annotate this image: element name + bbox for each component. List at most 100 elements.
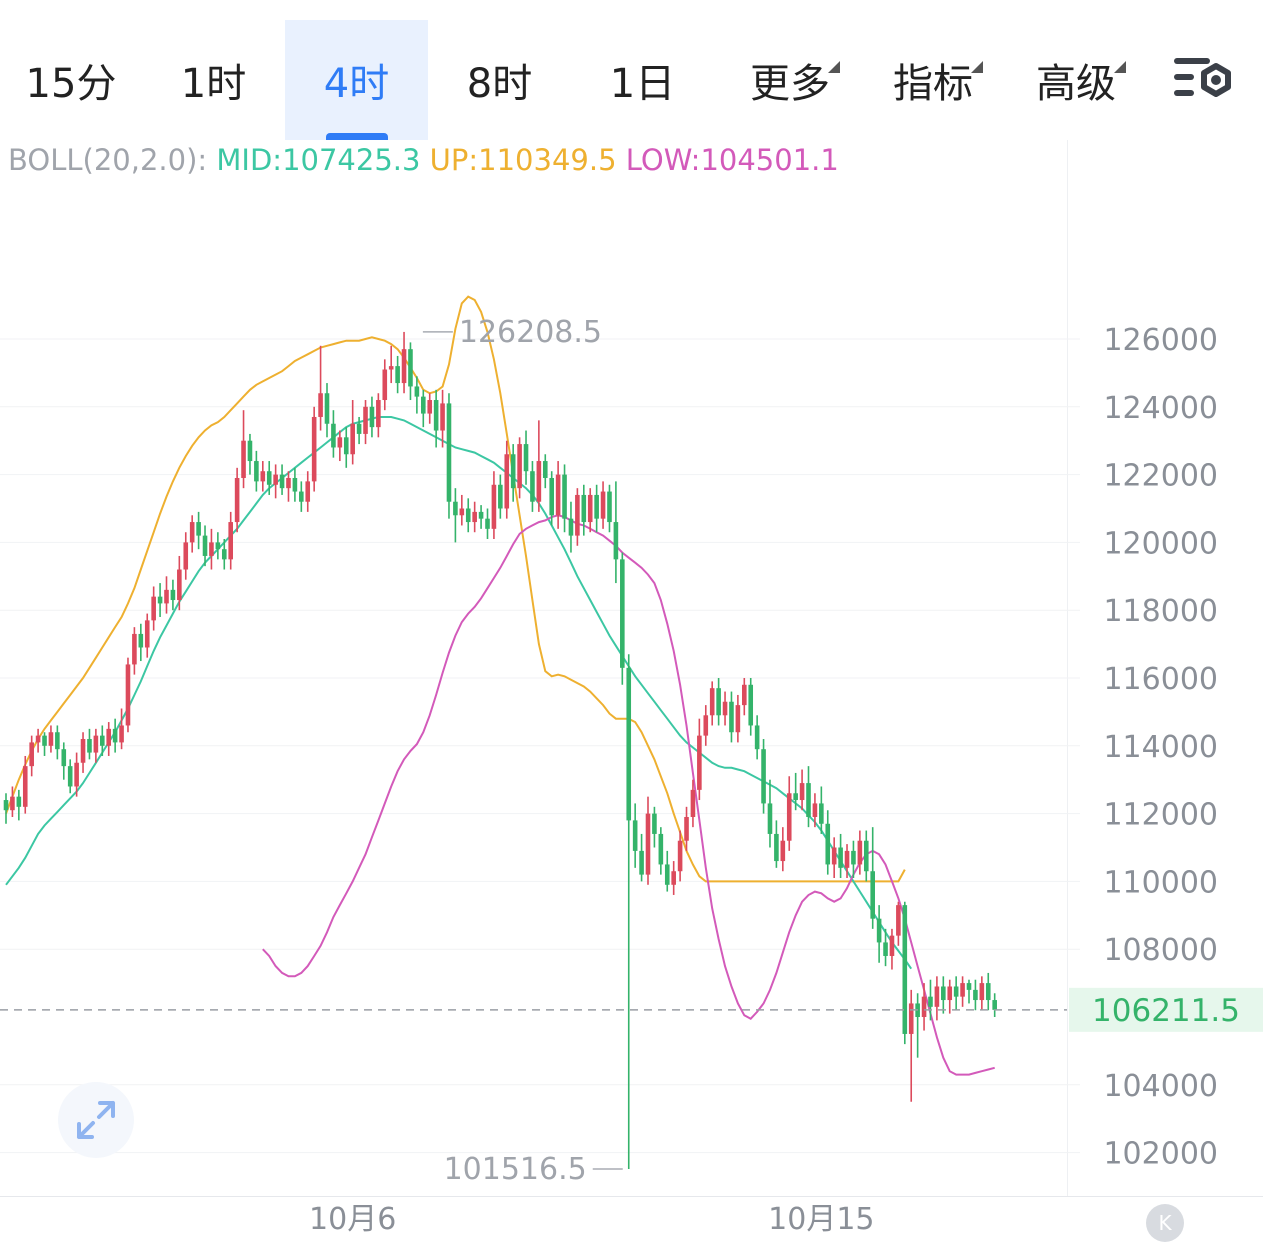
candle-body-147 [947, 986, 953, 1001]
candle-body-60 [388, 366, 394, 370]
candle-body-116 [748, 684, 754, 726]
boll-upper-band-line [5, 295, 906, 883]
candle-body-45 [292, 477, 298, 492]
candle-body-86 [555, 474, 561, 516]
candle-body-19 [125, 664, 131, 726]
candle-body-152 [979, 983, 985, 1001]
tab-label: 4时 [323, 61, 390, 107]
candle-body-134 [863, 840, 869, 872]
candle-body-33 [215, 542, 221, 550]
tab-label: 指标 [893, 61, 973, 107]
candle-body-3 [22, 766, 28, 807]
candle-body-15 [100, 735, 105, 746]
candle-body-128 [825, 823, 831, 865]
boll-up-value: UP:110349.5 [429, 143, 617, 177]
candle-body-57 [369, 406, 375, 428]
candle-body-23 [151, 596, 156, 621]
candle-body-24 [157, 596, 163, 604]
dropdown-caret-icon [971, 61, 983, 73]
candle-body-46 [299, 491, 304, 502]
candle-body-68 [440, 403, 445, 431]
candle-body-81 [523, 444, 529, 472]
candle-body-41 [266, 471, 272, 485]
candle-body-109 [703, 715, 709, 736]
candle-body-124 [799, 783, 805, 801]
timeframe-tab-bar: 15分 1时 4时 8时 1日 更多 指标 高级 [0, 0, 1263, 140]
candlestick-chart[interactable]: 126000 124000 122000 120000 118000 116000 1140… [0, 140, 1263, 1241]
kline-button-label: K [1158, 1211, 1172, 1235]
candle-body-103 [664, 864, 670, 885]
tab-indicators[interactable]: 指标 [863, 20, 1003, 140]
candle-body-12 [80, 739, 86, 763]
candle-body-31 [202, 535, 208, 556]
candle-body-39 [254, 461, 259, 482]
candle-body-63 [408, 349, 413, 387]
candle-body-106 [684, 816, 689, 841]
candle-body-17 [112, 728, 118, 743]
candle-body-93 [600, 491, 606, 519]
x-tick-label-1: 10月15 [768, 1202, 874, 1237]
candle-body-154 [992, 1000, 997, 1010]
candle-body-105 [677, 840, 683, 872]
tab-1h[interactable]: 1时 [142, 20, 285, 140]
candle-body-107 [690, 789, 696, 817]
candle-body-83 [536, 461, 542, 502]
candle-body-10 [67, 766, 73, 787]
candle-body-38 [247, 440, 253, 462]
candle-body-131 [844, 850, 850, 868]
candle-body-2 [16, 796, 22, 807]
candle-body-117 [754, 725, 760, 750]
boll-mid-value: MID:107425.3 [216, 143, 421, 177]
y-tick-label-6: 114000 [1103, 730, 1218, 765]
candle-body-149 [960, 983, 965, 997]
candle-body-130 [838, 847, 843, 868]
candle-body-27 [177, 569, 182, 601]
candle-body-92 [594, 494, 599, 519]
candle-body-80 [517, 444, 522, 489]
tab-advanced[interactable]: 高级 [1006, 20, 1146, 140]
candle-body-30 [196, 522, 201, 536]
candle-body-7 [48, 732, 54, 746]
candle-body-29 [189, 522, 195, 543]
candle-body-102 [658, 833, 664, 865]
candle-body-94 [607, 491, 612, 523]
tab-4h[interactable]: 4时 [285, 20, 428, 140]
candle-body-133 [857, 840, 863, 865]
expand-arrows-icon[interactable] [58, 1082, 134, 1158]
chart-settings-icon[interactable] [1168, 52, 1240, 112]
candle-body-145 [934, 986, 940, 1007]
tab-1d[interactable]: 1日 [571, 20, 714, 140]
candle-body-58 [376, 400, 381, 428]
candle-body-78 [504, 454, 510, 509]
candle-body-96 [620, 559, 625, 668]
candle-body-56 [363, 406, 368, 434]
y-tick-label-5: 116000 [1103, 662, 1218, 697]
tab-15min[interactable]: 15分 [0, 20, 142, 140]
candle-body-144 [928, 996, 933, 1007]
time-axis-divider [0, 1196, 1263, 1197]
candle-body-6 [42, 735, 47, 746]
candle-body-43 [279, 474, 285, 489]
candle-body-141 [908, 1003, 914, 1034]
candle-body-87 [562, 474, 567, 519]
boll-mid-line [5, 416, 913, 970]
min-price-label: 101516.5 [444, 1152, 587, 1187]
candle-body-119 [767, 803, 773, 834]
candle-body-125 [806, 783, 811, 817]
candle-body-146 [941, 986, 946, 1001]
candle-body-143 [921, 996, 927, 1017]
candle-body-76 [491, 484, 497, 529]
tab-more[interactable]: 更多 [720, 20, 860, 140]
candle-body-148 [953, 986, 959, 997]
kline-button[interactable]: K [1146, 1204, 1184, 1242]
candle-body-137 [883, 942, 888, 956]
y-tick-label-1: 124000 [1103, 391, 1218, 426]
candle-body-49 [318, 393, 323, 417]
candle-body-89 [575, 494, 580, 536]
dropdown-caret-icon [828, 61, 840, 73]
candle-body-35 [228, 522, 233, 560]
tab-8h[interactable]: 8时 [428, 20, 571, 140]
candle-body-138 [889, 935, 895, 956]
boll-indicator-readout: BOLL(20,2.0): MID:107425.3 UP:110349.5 L… [8, 143, 839, 177]
candle-body-44 [286, 477, 291, 489]
